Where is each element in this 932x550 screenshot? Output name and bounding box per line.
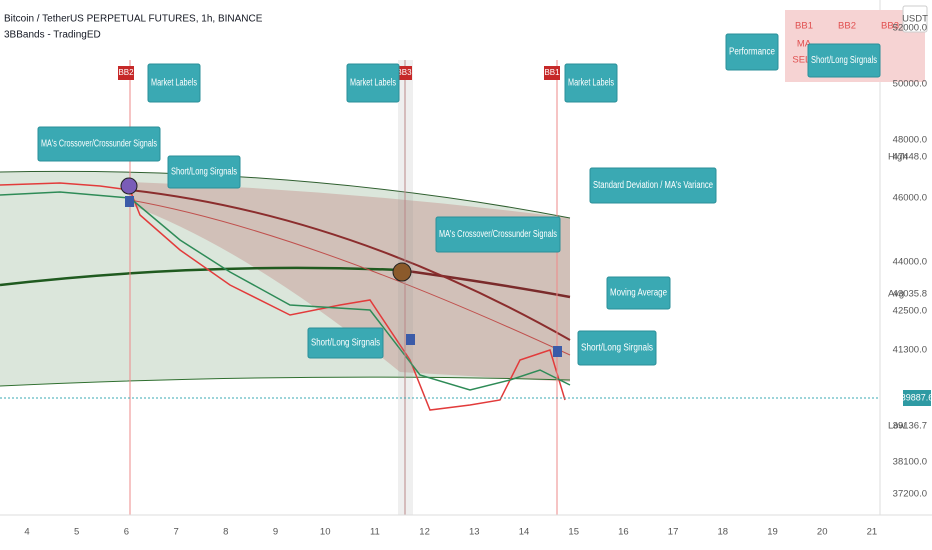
green-band (0, 171, 570, 386)
table-cell: SELL (792, 55, 815, 66)
market-marker-label: BB3 (396, 68, 412, 77)
market-marker (544, 66, 560, 80)
callout (167, 155, 241, 189)
date-tick-label: 7 (173, 527, 178, 538)
price-tick-label: 52000.0 (893, 23, 927, 34)
price-tick-label: 46000.0 (893, 193, 927, 204)
callout-text: Moving Average (610, 288, 667, 299)
price-tick-label: 37200.0 (893, 489, 927, 500)
table-header: BB2 (838, 21, 856, 32)
table-header: BB1 (795, 21, 813, 32)
callout-text: Short/Long Sirgnals (581, 343, 653, 354)
callout (606, 276, 671, 310)
date-tick-label: 8 (223, 527, 228, 538)
callout-text: Market Labels (568, 78, 614, 89)
date-tick-label: 21 (867, 527, 878, 538)
callout (147, 63, 201, 103)
market-marker-label: BB1 (544, 68, 560, 77)
last-price-box (903, 390, 931, 406)
price-tick-label: 44000.0 (893, 257, 927, 268)
table-header: BB3 (881, 21, 899, 32)
callout-text: Short/Long Sirgnals (311, 338, 380, 349)
crossover-icon (120, 177, 138, 195)
ma-line (129, 189, 571, 341)
callout-text: MA's Crossover/Crossunder Signals (439, 229, 557, 240)
stat-value: 47448.0 (893, 152, 927, 163)
stat-label: High (888, 152, 908, 163)
price-tick-label: 42500.0 (893, 306, 927, 317)
ma-line (129, 199, 571, 356)
market-marker (396, 66, 412, 80)
date-tick-label: 20 (817, 527, 828, 538)
callout-text: Performance (729, 47, 775, 58)
moving-average (0, 266, 401, 287)
moving-average-red (399, 268, 571, 299)
price-tick-label: 48000.0 (893, 135, 927, 146)
currency-button[interactable] (902, 5, 928, 33)
table-cell: MA (797, 39, 812, 50)
band-upper (0, 170, 571, 219)
indicator-name: 3BBands - TradingED (4, 30, 101, 41)
date-tick-label: 11 (370, 527, 380, 538)
market-marker-label: BB2 (118, 68, 134, 77)
signal-icon (553, 346, 562, 357)
date-tick-label: 10 (320, 527, 331, 538)
chart-title: Bitcoin / TetherUS PERPETUAL FUTURES, 1h… (4, 14, 263, 25)
callout-text: MA's Crossover/Crossunder Signals (41, 139, 157, 150)
callout-text: Market Labels (151, 78, 197, 89)
date-tick-label: 15 (568, 527, 579, 538)
callout (577, 330, 657, 366)
currency: USDT (902, 14, 928, 25)
last-price: 39887.6 (901, 392, 932, 402)
callout-text: Standard Deviation / MA's Variance (593, 180, 713, 191)
callout (307, 327, 384, 359)
stat-label: Avg (888, 289, 904, 300)
date-tick-label: 4 (24, 527, 29, 538)
callout (435, 216, 561, 253)
crossover-icon (392, 262, 412, 282)
callout-text: Short/Long Sirgnals (811, 55, 877, 66)
callout-text: Market Labels (350, 78, 396, 89)
stat-label: Low (888, 421, 906, 432)
callout (37, 126, 161, 162)
price-tick-label: 38100.0 (893, 457, 927, 468)
callout-text: Short/Long Sirgnals (171, 167, 237, 178)
callout (807, 43, 881, 78)
callout (346, 63, 400, 103)
price-line (0, 182, 566, 411)
date-tick-label: 14 (519, 527, 530, 538)
date-tick-label: 13 (469, 527, 480, 538)
callout (725, 33, 779, 71)
date-tick-label: 6 (124, 527, 129, 538)
date-tick-label: 16 (618, 527, 629, 538)
date-tick-label: 9 (273, 527, 278, 538)
market-marker (118, 66, 134, 80)
band-lower (0, 376, 571, 387)
callout (564, 63, 618, 103)
signal-icon (125, 196, 134, 207)
price-tick-label: 41300.0 (893, 345, 927, 356)
date-tick-label: 5 (74, 527, 79, 538)
price-tick-label: 50000.0 (893, 79, 927, 90)
stat-value: 43035.8 (893, 289, 927, 300)
signal-icon (406, 334, 415, 345)
date-tick-label: 19 (767, 527, 778, 538)
date-tick-label: 12 (419, 527, 430, 538)
date-tick-label: 18 (718, 527, 729, 538)
callout (589, 167, 717, 204)
date-tick-label: 17 (668, 527, 679, 538)
stat-value: 39136.7 (893, 421, 927, 432)
fast-ma (0, 191, 571, 391)
